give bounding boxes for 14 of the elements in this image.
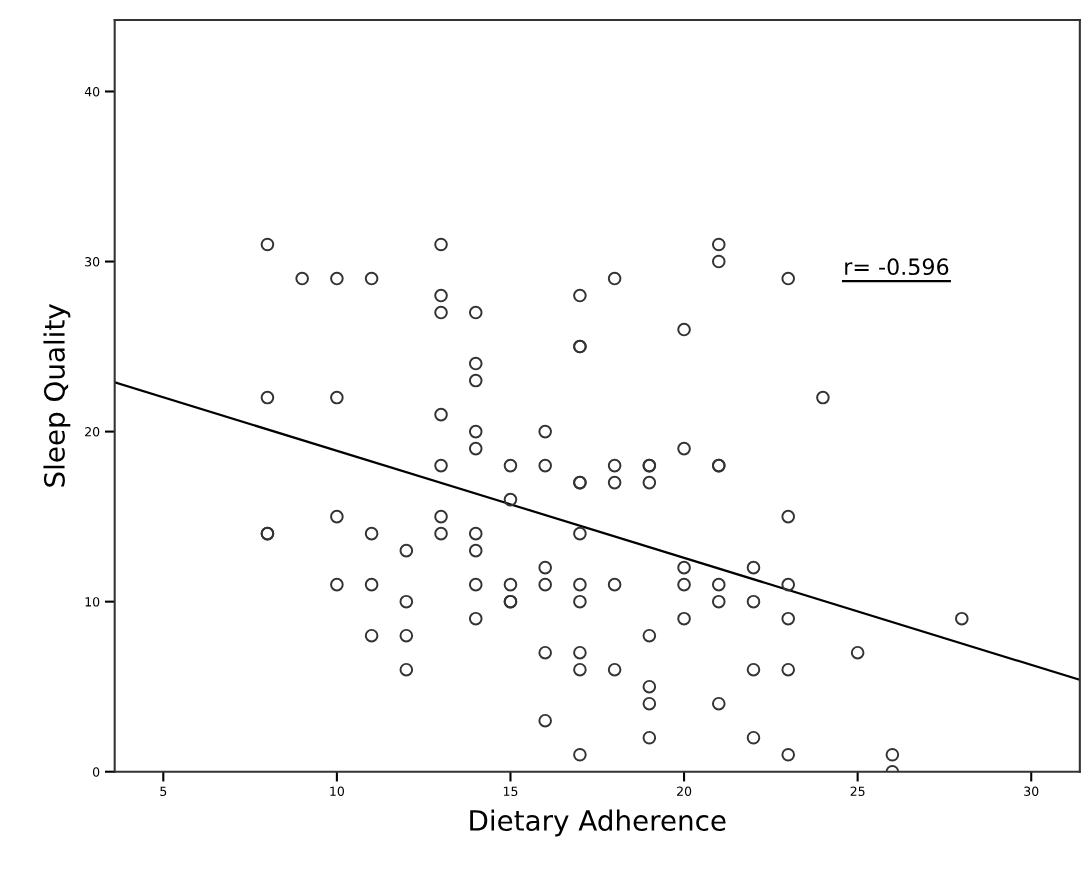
y-tick-label: 30 [85, 257, 100, 267]
annotation: r= -0.596 [845, 258, 949, 276]
y-tick-label: 40 [84, 86, 100, 97]
x-tick-label: 5 [160, 786, 167, 796]
y-tick-label: 10 [85, 597, 100, 607]
x-axis-title: Dietary Adherence [470, 809, 726, 837]
y-tick-label: 0 [92, 767, 100, 777]
x-tick-label: 30 [1024, 786, 1039, 796]
x-tick-label: 25 [850, 786, 865, 796]
x-tick-label: 20 [677, 786, 692, 796]
y-axis-title: Sleep Quality [43, 304, 71, 487]
x-tick-label: 15 [503, 786, 518, 796]
x-tick-label: 10 [330, 786, 345, 796]
y-tick-label: 20 [85, 427, 100, 437]
